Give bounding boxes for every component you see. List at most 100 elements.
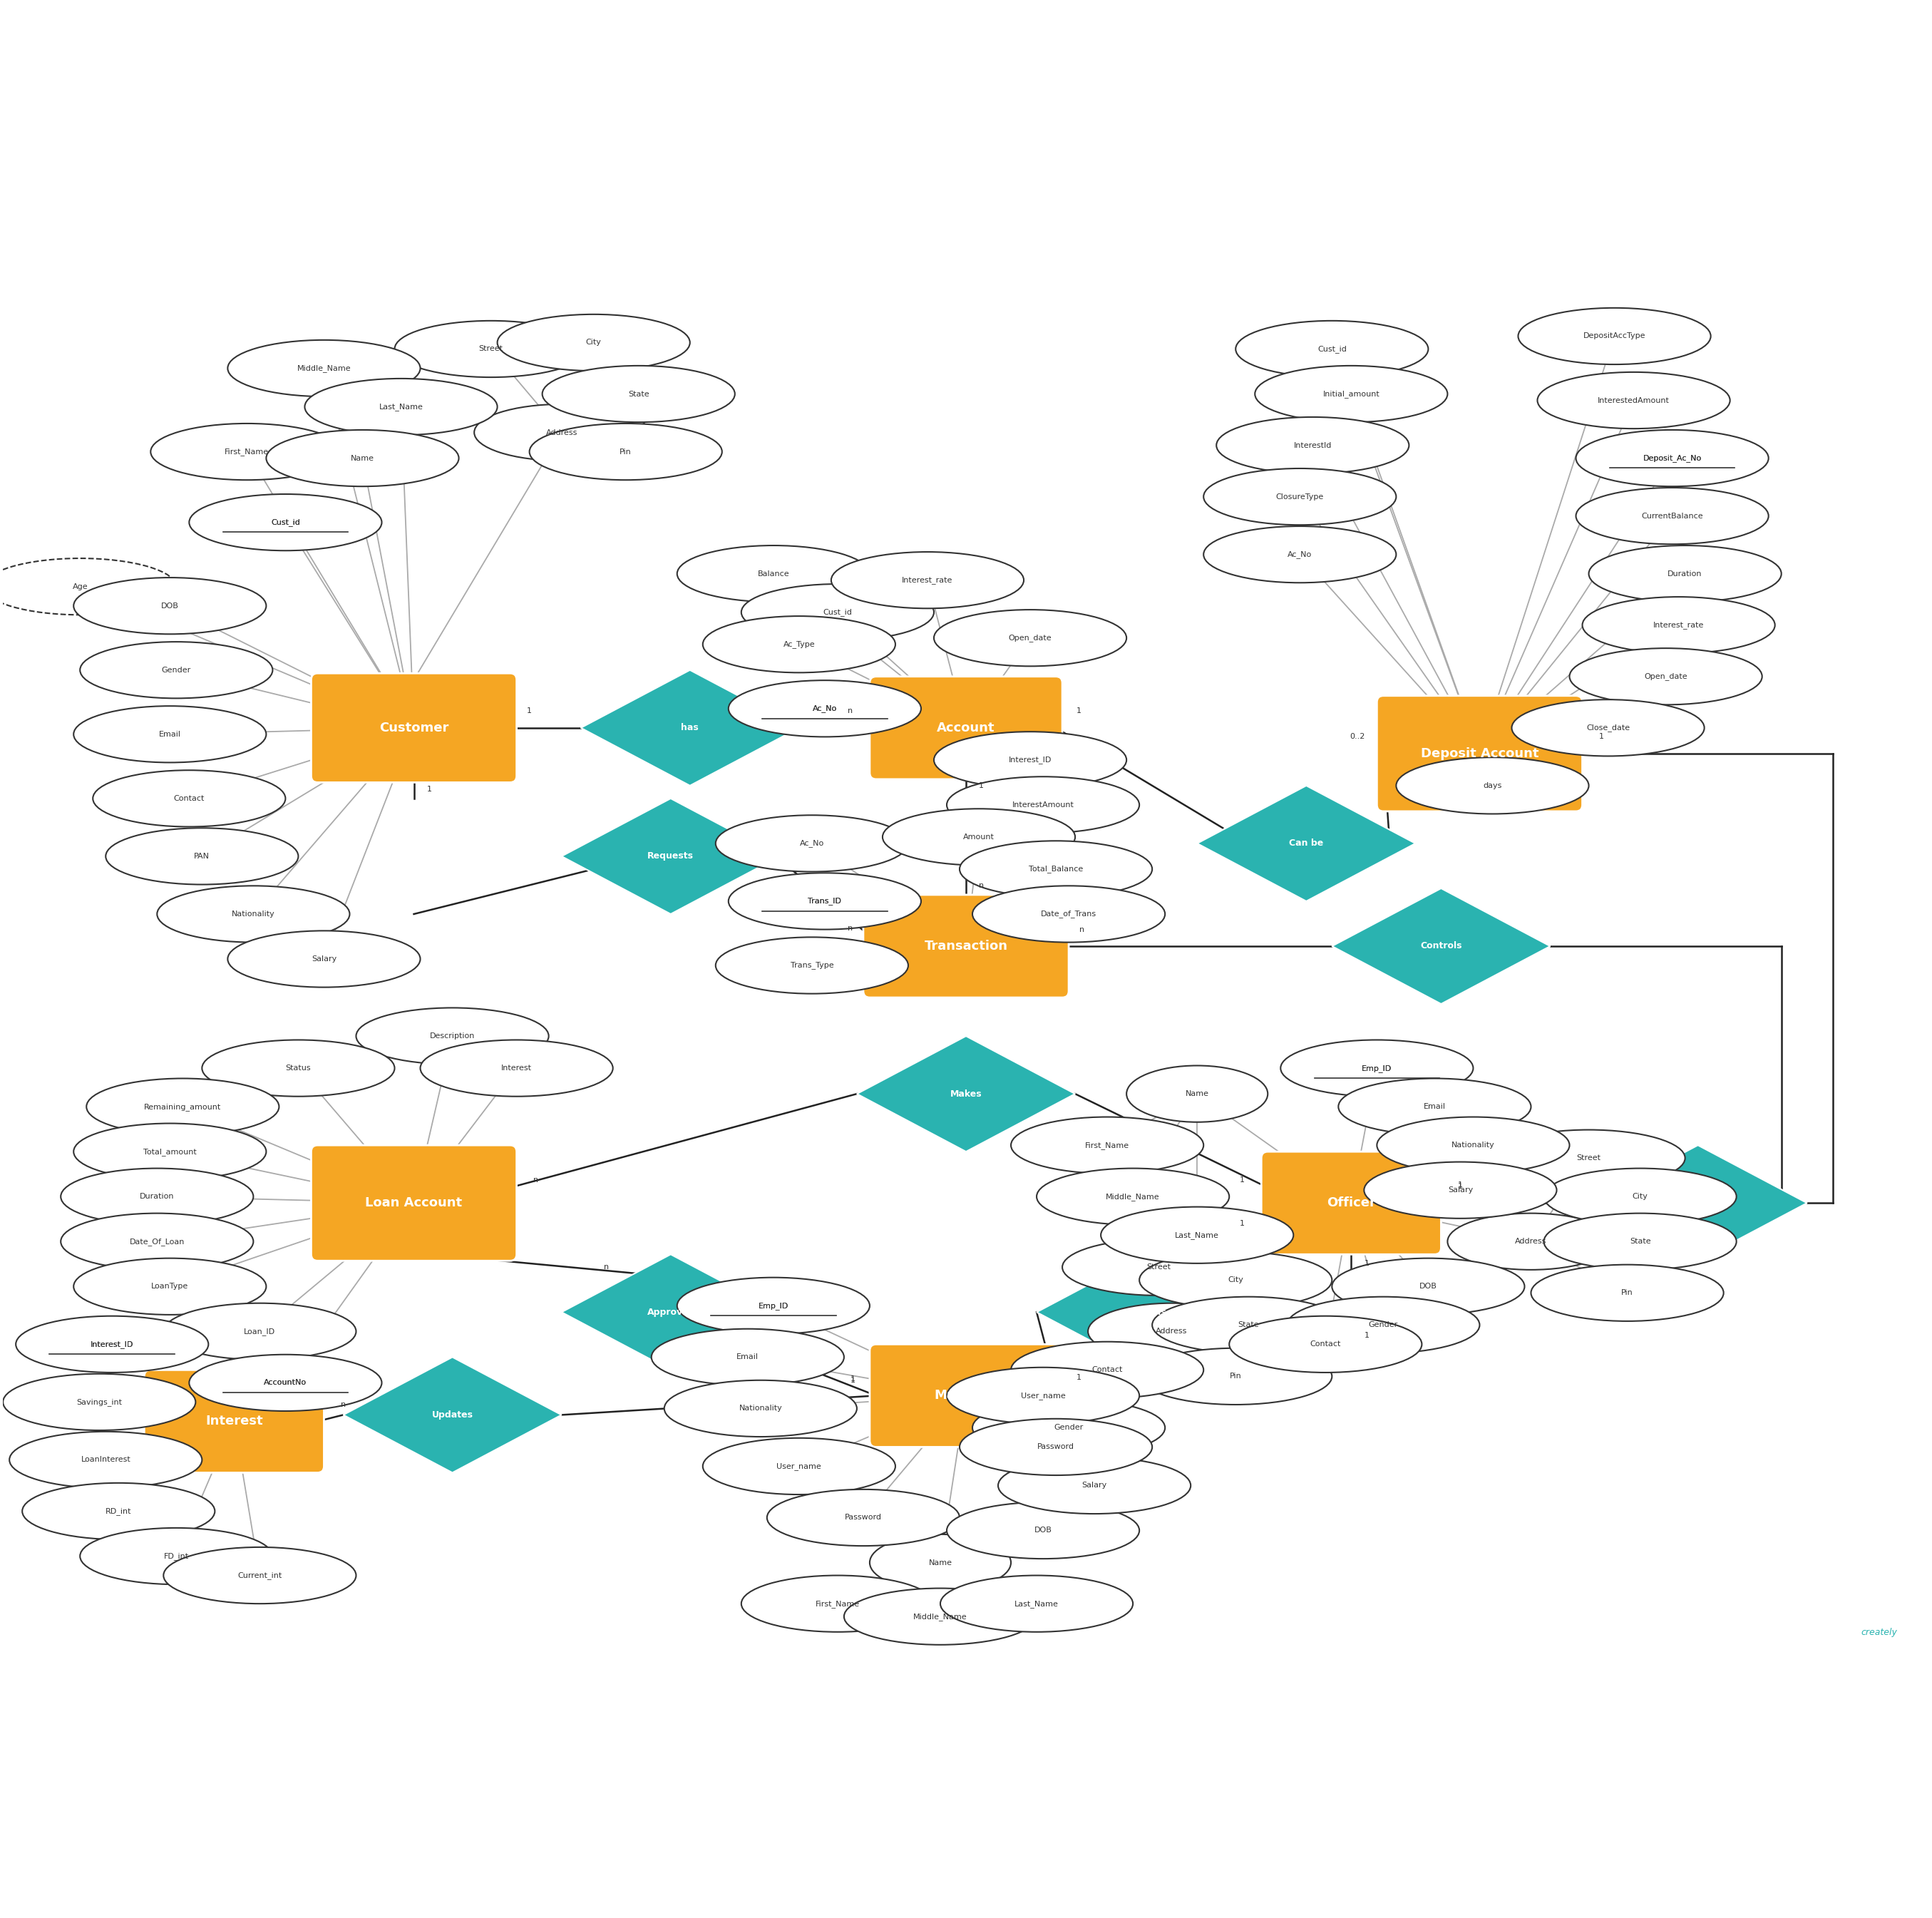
Ellipse shape <box>947 1502 1140 1559</box>
Text: Street: Street <box>479 345 502 353</box>
Text: Remaining_amount: Remaining_amount <box>145 1103 222 1111</box>
Ellipse shape <box>869 1534 1010 1590</box>
Ellipse shape <box>87 1078 278 1135</box>
Text: Amount: Amount <box>964 834 995 840</box>
Text: Salary: Salary <box>311 955 336 963</box>
Ellipse shape <box>960 840 1151 898</box>
Text: Name: Name <box>929 1559 952 1567</box>
Text: AccountNo: AccountNo <box>265 1379 307 1387</box>
Ellipse shape <box>10 1431 203 1488</box>
Text: Password: Password <box>1037 1444 1074 1450</box>
Ellipse shape <box>1378 1116 1569 1174</box>
Text: 1: 1 <box>1240 1176 1244 1183</box>
Text: Street: Street <box>1146 1264 1171 1272</box>
Text: 1: 1 <box>527 708 531 715</box>
Ellipse shape <box>1544 1214 1737 1270</box>
Text: Total_amount: Total_amount <box>143 1147 197 1155</box>
Text: State: State <box>1629 1237 1650 1245</box>
Text: Creates: Creates <box>1679 1199 1718 1208</box>
Ellipse shape <box>1364 1162 1557 1218</box>
Text: n: n <box>980 882 983 890</box>
Ellipse shape <box>164 1302 355 1360</box>
FancyBboxPatch shape <box>869 677 1063 779</box>
Text: LoanInterest: LoanInterest <box>81 1456 131 1463</box>
Text: Trans_ID: Trans_ID <box>808 898 842 905</box>
Text: Emp_ID: Emp_ID <box>1362 1064 1391 1072</box>
Ellipse shape <box>305 378 497 435</box>
Text: Address: Address <box>545 430 578 435</box>
Text: 0..2: 0..2 <box>1350 733 1366 740</box>
Text: 1: 1 <box>1600 733 1604 740</box>
Ellipse shape <box>355 1007 549 1064</box>
Ellipse shape <box>189 1354 383 1412</box>
FancyBboxPatch shape <box>311 673 516 783</box>
Ellipse shape <box>1492 1130 1685 1187</box>
Text: Password: Password <box>844 1513 881 1521</box>
Text: Last_Name: Last_Name <box>1014 1600 1059 1607</box>
Text: 1: 1 <box>850 1377 856 1383</box>
Text: Contact: Contact <box>1310 1341 1341 1348</box>
Text: Address: Address <box>1515 1237 1548 1245</box>
Text: Makes: Makes <box>951 1089 981 1099</box>
Ellipse shape <box>473 405 649 460</box>
Polygon shape <box>582 669 800 786</box>
Polygon shape <box>1331 888 1549 1003</box>
Ellipse shape <box>1577 430 1768 487</box>
Text: Salary: Salary <box>1447 1187 1472 1193</box>
Ellipse shape <box>1140 1252 1331 1308</box>
Ellipse shape <box>228 930 421 988</box>
Text: Balance: Balance <box>757 570 790 577</box>
Text: Email: Email <box>1424 1103 1445 1111</box>
Ellipse shape <box>703 1438 895 1494</box>
Ellipse shape <box>203 1040 394 1097</box>
Ellipse shape <box>1140 1348 1331 1404</box>
Text: creately: creately <box>1861 1628 1897 1638</box>
Polygon shape <box>1198 786 1416 901</box>
Ellipse shape <box>1511 700 1704 756</box>
Text: CurrentBalance: CurrentBalance <box>1642 512 1704 520</box>
Text: Interest_ID: Interest_ID <box>1009 756 1051 763</box>
Text: Nationality: Nationality <box>738 1404 782 1412</box>
Text: Interest_rate: Interest_rate <box>902 575 952 585</box>
Ellipse shape <box>60 1168 253 1226</box>
Text: Manager: Manager <box>935 1389 997 1402</box>
Ellipse shape <box>1331 1258 1524 1314</box>
Ellipse shape <box>960 1419 1151 1475</box>
Text: InterestedAmount: InterestedAmount <box>1598 397 1669 405</box>
Text: State: State <box>1238 1322 1260 1329</box>
Text: InterestAmount: InterestAmount <box>1012 802 1074 809</box>
Ellipse shape <box>93 771 286 827</box>
Text: Salary: Salary <box>1082 1483 1107 1488</box>
Ellipse shape <box>676 1277 869 1335</box>
Text: Status: Status <box>286 1064 311 1072</box>
Text: 1: 1 <box>1459 1181 1463 1189</box>
Ellipse shape <box>933 610 1126 666</box>
Text: n: n <box>533 1176 539 1183</box>
Text: Emp_ID: Emp_ID <box>1362 1064 1391 1072</box>
Text: 1: 1 <box>1459 1183 1463 1189</box>
Text: 1: 1 <box>1240 1220 1244 1228</box>
Text: 1: 1 <box>850 1375 856 1383</box>
Ellipse shape <box>1204 468 1397 526</box>
Text: 1: 1 <box>427 786 431 792</box>
Text: Street: Street <box>1577 1155 1602 1162</box>
Ellipse shape <box>1588 545 1781 602</box>
Ellipse shape <box>728 681 922 737</box>
Text: Address: Address <box>1155 1327 1188 1335</box>
Text: Middle_Name: Middle_Name <box>1105 1193 1159 1201</box>
Text: Can be: Can be <box>1289 838 1323 848</box>
Ellipse shape <box>60 1214 253 1270</box>
Ellipse shape <box>941 1575 1132 1632</box>
Ellipse shape <box>742 583 933 641</box>
Ellipse shape <box>676 545 869 602</box>
Text: Ac_No: Ac_No <box>813 704 837 712</box>
Ellipse shape <box>164 1548 355 1603</box>
Ellipse shape <box>1101 1206 1293 1264</box>
Text: Interest: Interest <box>500 1064 531 1072</box>
Ellipse shape <box>228 339 421 397</box>
Text: Last_Name: Last_Name <box>1175 1231 1219 1239</box>
Ellipse shape <box>79 1529 272 1584</box>
Ellipse shape <box>1447 1214 1615 1270</box>
Text: Current_int: Current_int <box>238 1571 282 1579</box>
Ellipse shape <box>156 886 350 942</box>
